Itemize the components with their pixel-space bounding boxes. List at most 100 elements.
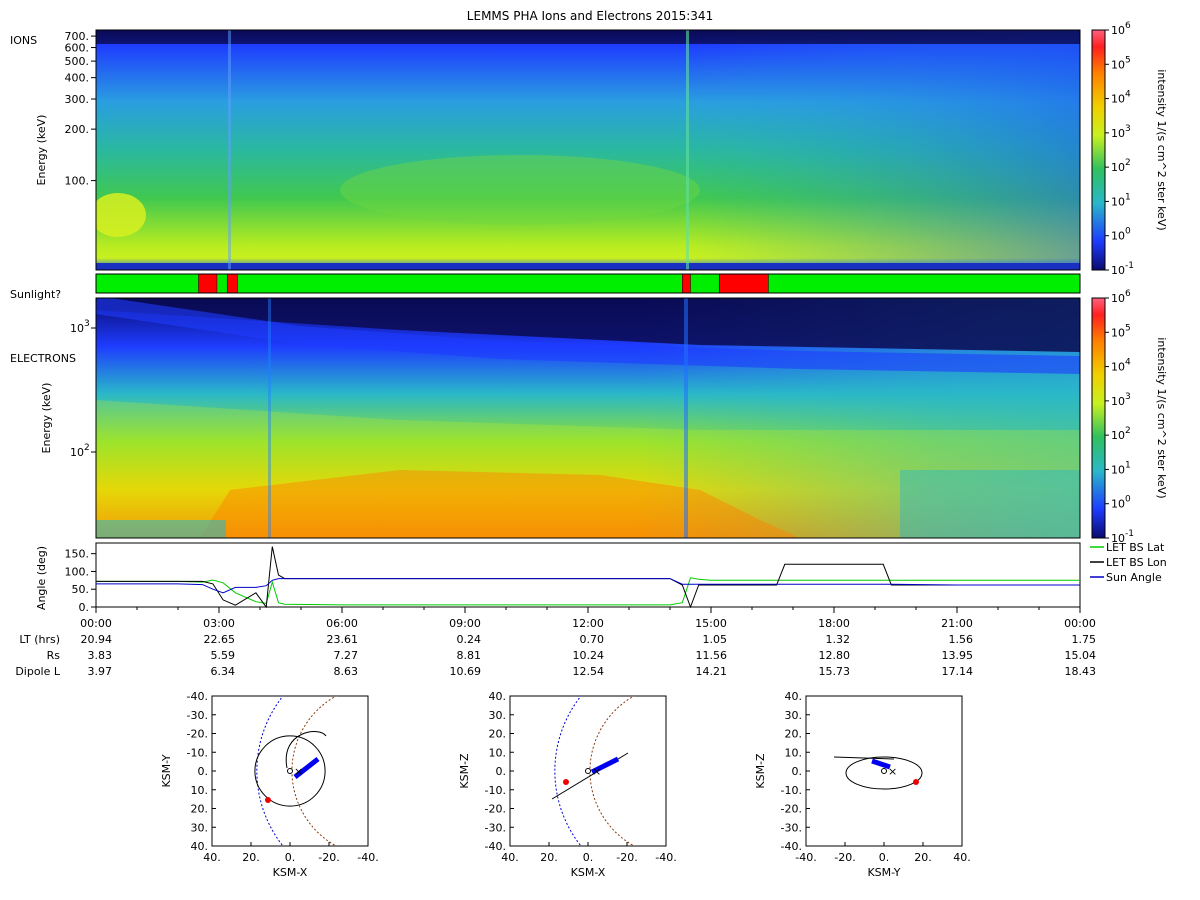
orbit-xtick-label: 0. — [285, 851, 296, 864]
ions-spectrogram — [96, 30, 1080, 270]
colorbar-ticks: 10-1 100 101 102 103 104 105 106 10-1 100 101 102 10… — [1105, 21, 1134, 545]
ephemeris-value: 11.56 — [696, 649, 728, 662]
orbit-xlabel: KSM-X — [273, 866, 308, 879]
colorbar-tick-label: 106 — [1111, 21, 1131, 37]
time-label: 00:00 — [1064, 617, 1096, 630]
spacecraft-x-marker: × — [294, 765, 303, 778]
ephemeris-value: 3.97 — [88, 665, 113, 678]
electrons-tick-label: 103 — [70, 319, 90, 335]
ephemeris-value: 12.54 — [573, 665, 605, 678]
ephemeris-row-label: LT (hrs) — [19, 633, 60, 646]
sunlight-bar — [96, 273, 1080, 294]
orbit-xtick-label: 0. — [879, 851, 890, 864]
ephemeris-value: 12.80 — [819, 649, 851, 662]
time-label: 09:00 — [449, 617, 481, 630]
orbit-marker — [265, 797, 271, 803]
orbit-ytick-label: -20. — [187, 728, 208, 741]
angle-y-ticks: 150. 100. 50. 0. — [65, 548, 96, 614]
orbit-ytick-label: -20. — [485, 803, 506, 816]
orbit-ytick-label: -10. — [187, 746, 208, 759]
ephemeris-value: 18.43 — [1065, 665, 1097, 678]
orbit-xtick-label: 0. — [583, 851, 594, 864]
colorbar-tick-label: 104 — [1111, 90, 1131, 106]
ephemeris-value: 22.65 — [204, 633, 236, 646]
electrons-ylabel: Energy (keV) — [40, 383, 53, 454]
sunlight-segment — [96, 274, 1080, 293]
orbit-ytick-label: -30. — [485, 821, 506, 834]
ephemeris-value: 5.59 — [211, 649, 236, 662]
ephemeris-value: 20.94 — [81, 633, 113, 646]
orbit-marker — [913, 779, 919, 785]
ephemeris-row-label: Dipole L — [15, 665, 61, 678]
orbit-ytick-label: 40. — [191, 840, 209, 853]
orbit-xtick-label: 40. — [953, 851, 971, 864]
ephemeris-value: 15.73 — [819, 665, 851, 678]
ephemeris-value: 1.75 — [1072, 633, 1097, 646]
orbit-trajectory — [845, 756, 923, 790]
orbit-today-segment — [590, 756, 620, 775]
ions-tick-label: 200. — [65, 123, 90, 136]
orbit-xtick-label: -40. — [357, 851, 378, 864]
orbit-ylabel: KSM-Y — [160, 754, 173, 787]
ions-ylabel: Energy (keV) — [35, 115, 48, 186]
orbit-xtick-label: -20. — [318, 851, 339, 864]
ephemeris-value: 13.95 — [942, 649, 974, 662]
ions-tick-label: 700. — [65, 30, 90, 43]
ephemeris-value: 8.81 — [457, 649, 482, 662]
orbit-plots: -40.-30.-20.-10.0.10.20.30.40.40. 20. 0. -2… — [160, 690, 971, 879]
time-axis: 00:00 03:00 06:00 09:00 12:00 15:00 18:00 21:00… — [80, 607, 1096, 630]
orbit-ytick-label: -30. — [781, 821, 802, 834]
legend-label: LET BS Lat — [1106, 541, 1165, 554]
angle-legend: LET BS Lat LET BS Lon Sun Angle — [1090, 541, 1167, 584]
ions-colorbar-label: intensity 1/(s cm^2 ster keV) — [1155, 69, 1168, 230]
time-label: 12:00 — [572, 617, 604, 630]
colorbar-tick-label: 103 — [1111, 124, 1131, 140]
colorbar-tick-label: 100 — [1111, 495, 1131, 511]
ions-tick-label: 600. — [65, 42, 90, 55]
ephemeris-value: 0.70 — [580, 633, 605, 646]
orbit-ytick-label: 30. — [191, 821, 209, 834]
ephemeris-table: LT (hrs) 20.94 22.65 23.61 0.24 0.70 1.05 1.32 1… — [15, 633, 1096, 678]
orbit-ytick-label: 20. — [785, 728, 803, 741]
orbit-xtick-label: 40. — [203, 851, 221, 864]
electrons-label: ELECTRONS — [10, 352, 76, 365]
orbit-ytick-label: 30. — [785, 709, 803, 722]
electrons-colorbar-label: intensity 1/(s cm^2 ster keV) — [1155, 337, 1168, 498]
orbit-xtick-label: -40. — [655, 851, 676, 864]
angle-tick-label: 100. — [65, 565, 90, 578]
ephemeris-value: 3.83 — [88, 649, 113, 662]
angle-tick-label: 50. — [72, 583, 90, 596]
orbit-trajectory — [833, 756, 895, 760]
orbit-ytick-label: -10. — [781, 784, 802, 797]
shadow-segment — [718, 273, 769, 294]
colorbar-tick-label: 104 — [1111, 358, 1131, 374]
orbit-ytick-label: 10. — [191, 784, 209, 797]
orbit-ytick-label: 40. — [489, 690, 507, 703]
saturn-marker — [585, 768, 591, 774]
time-label: 00:00 — [80, 617, 112, 630]
ephemeris-value: 1.32 — [826, 633, 851, 646]
time-label: 15:00 — [695, 617, 727, 630]
ephemeris-value: 17.14 — [942, 665, 974, 678]
orbit-plot-3: 40. 30. 20. 10. 0. -10. -20. -30. -40.-40. -20. 0.… — [754, 690, 971, 879]
orbit-ytick-label: -20. — [781, 803, 802, 816]
ephemeris-value: 10.24 — [573, 649, 605, 662]
ephemeris-row-label: Rs — [47, 649, 61, 662]
ephemeris-value: 1.05 — [703, 633, 728, 646]
orbit-ytick-label: -30. — [187, 709, 208, 722]
spacecraft-x-marker: × — [592, 765, 601, 778]
angle-tick-label: 150. — [65, 548, 90, 561]
orbit-xtick-label: -20. — [834, 851, 855, 864]
electrons-y-ticks: 103 102 — [70, 319, 96, 459]
orbit-ytick-label: 0. — [496, 765, 507, 778]
sunlight-label: Sunlight? — [10, 288, 61, 301]
electrons-colorbar — [1091, 297, 1106, 539]
colorbar-tick-label: 106 — [1111, 289, 1131, 305]
ephemeris-value: 1.56 — [949, 633, 974, 646]
orbit-xtick-label: 20. — [242, 851, 260, 864]
orbit-ytick-label: 10. — [785, 746, 803, 759]
electrons-tick-label: 102 — [70, 443, 90, 459]
ions-y-ticks: 700.600.500. 400. 300. 200. 100. — [65, 30, 96, 188]
orbit-ytick-label: -40. — [485, 840, 506, 853]
shadow-segment — [226, 273, 238, 294]
